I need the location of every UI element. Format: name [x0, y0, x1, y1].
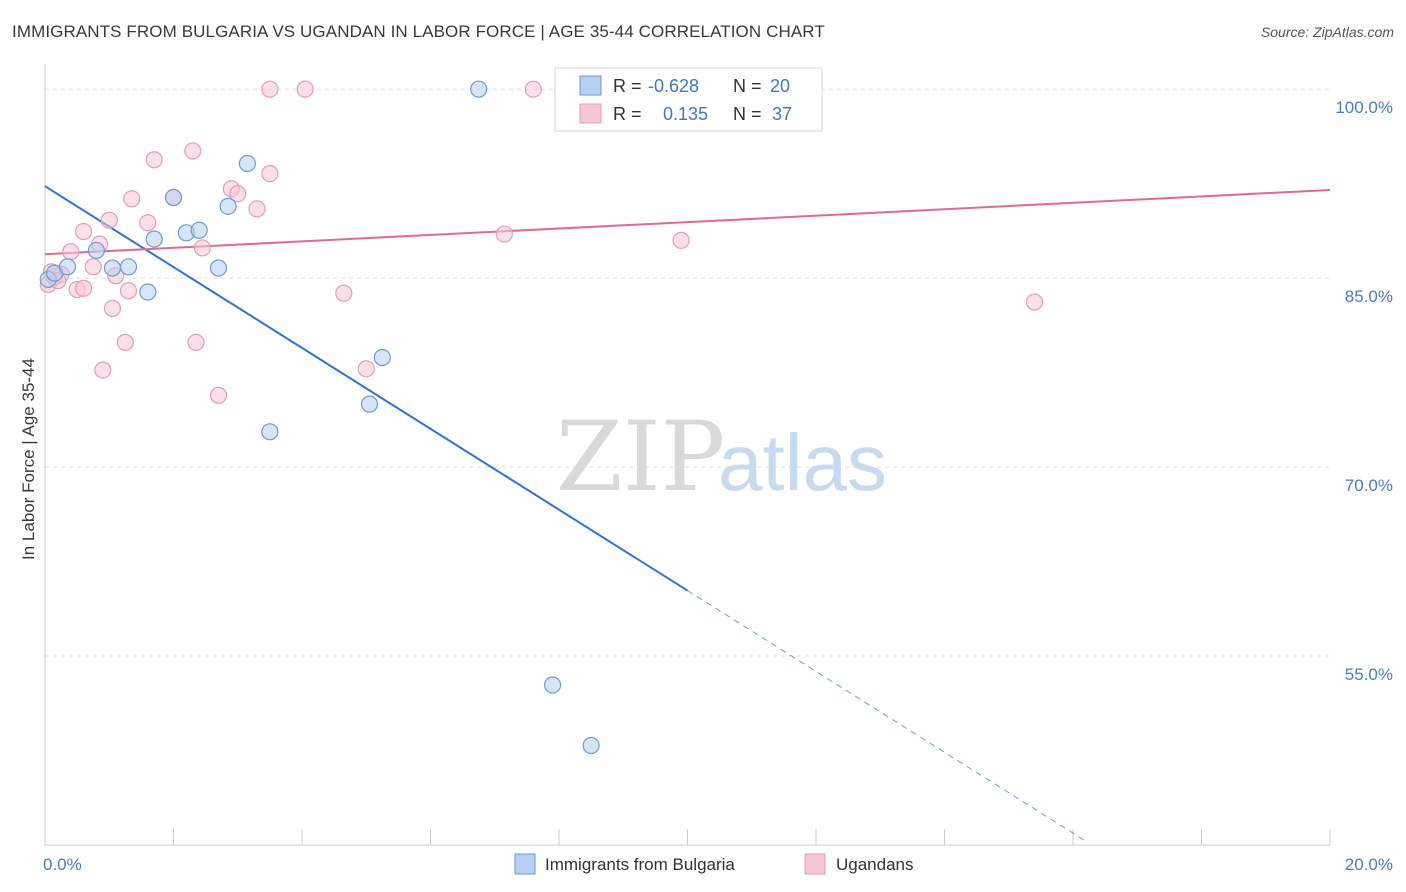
point-ugandans-34: [1025, 293, 1044, 311]
y-tick-label-2: 70.0%: [1345, 476, 1393, 495]
stats-r-label-ugandans: R =: [613, 104, 642, 124]
y-tick-label-0: 100.0%: [1335, 98, 1393, 117]
point-ugandans-3: [62, 243, 80, 261]
stats-n-value-ugandans: 37: [772, 104, 792, 124]
point-ugandans-14: [119, 282, 138, 300]
y-axis-label: In Labor Force | Age 35-44: [19, 358, 38, 560]
stats-swatch-ugandans: [579, 103, 602, 124]
y-tick-label-3: 55.0%: [1345, 665, 1393, 684]
point-bulgaria-10: [190, 221, 208, 239]
chart-source: Source: ZipAtlas.com: [1260, 24, 1394, 40]
stats-n-value-bulgaria: 20: [770, 76, 790, 96]
point-ugandans-19: [184, 142, 202, 160]
point-ugandans-11: [103, 299, 122, 317]
point-ugandans-25: [248, 200, 266, 218]
watermark: ZIP atlas: [556, 401, 887, 513]
point-bulgaria-18: [543, 676, 562, 694]
point-ugandans-31: [495, 225, 513, 243]
stats-swatch-bulgaria: [579, 75, 602, 96]
x-tick-label-0: 0.0%: [43, 855, 82, 874]
stats-n-label-ugandans: N =: [733, 104, 762, 124]
point-bulgaria-16: [373, 348, 391, 367]
point-bulgaria-14: [261, 423, 279, 441]
legend-swatch-bulgaria: [514, 853, 536, 875]
y-tick-label-1: 85.0%: [1345, 287, 1393, 306]
stats-n-label-bulgaria: N =: [733, 76, 762, 96]
point-bulgaria-8: [164, 188, 183, 207]
x-tick-label-1: 20.0%: [1345, 855, 1393, 874]
point-bulgaria-12: [219, 197, 237, 215]
stats-r-value-ugandans: 0.135: [663, 104, 708, 124]
stats-box: R = -0.628 N = 20 R = 0.135 N = 37: [554, 67, 823, 132]
point-bulgaria-5: [119, 258, 138, 276]
point-ugandans-9: [94, 361, 112, 379]
point-ugandans-24: [229, 185, 247, 203]
point-bulgaria-7: [145, 230, 163, 248]
data-points: [39, 80, 1044, 755]
legend: Immigrants from Bulgaria Ugandans: [514, 853, 914, 875]
point-bulgaria-19: [582, 736, 600, 755]
legend-swatch-ugandans: [804, 853, 826, 875]
point-ugandans-7: [84, 258, 102, 276]
trend-lines: [44, 185, 1331, 842]
y-tick-labels: 100.0% 85.0% 70.0% 55.0%: [1335, 98, 1393, 684]
point-ugandans-29: [335, 284, 353, 302]
point-ugandans-13: [116, 333, 134, 351]
point-bulgaria-15: [360, 395, 379, 413]
point-bulgaria-11: [209, 259, 228, 277]
point-ugandans-30: [357, 360, 375, 378]
point-bulgaria-2: [58, 258, 77, 276]
point-bulgaria-3: [87, 241, 106, 260]
point-ugandans-6: [74, 222, 93, 241]
legend-label-ugandans: Ugandans: [836, 855, 914, 874]
point-bulgaria-13: [238, 154, 256, 173]
point-ugandans-10: [100, 211, 118, 229]
point-bulgaria-4: [103, 259, 122, 277]
point-ugandans-16: [139, 214, 157, 232]
grid-lines: [45, 88, 1330, 657]
chart-title: IMMIGRANTS FROM BULGARIA VS UGANDAN IN L…: [12, 22, 825, 41]
trend-line-bulgaria-extension: [687, 590, 1087, 842]
trend-line-ugandans: [44, 188, 1331, 256]
x-tick-labels: 0.0% 20.0%: [43, 855, 1393, 874]
point-ugandans-15: [123, 190, 141, 208]
point-ugandans-21: [193, 239, 212, 257]
legend-label-bulgaria: Immigrants from Bulgaria: [545, 855, 735, 874]
point-bulgaria-17: [470, 80, 488, 98]
point-ugandans-22: [209, 386, 228, 404]
point-ugandans-32: [524, 80, 542, 98]
point-ugandans-27: [261, 80, 279, 98]
point-ugandans-17: [145, 151, 163, 169]
point-ugandans-26: [261, 164, 279, 183]
trend-line-bulgaria: [44, 185, 689, 592]
watermark-atlas: atlas: [718, 418, 887, 507]
point-ugandans-5: [74, 279, 93, 297]
stats-r-value-bulgaria: -0.628: [648, 76, 699, 96]
point-ugandans-33: [672, 231, 690, 249]
axes: [44, 64, 1331, 846]
point-bulgaria-6: [139, 283, 157, 301]
stats-r-label-bulgaria: R =: [613, 76, 642, 96]
point-ugandans-28: [296, 80, 314, 98]
point-ugandans-20: [187, 333, 205, 351]
watermark-zip: ZIP: [556, 401, 725, 513]
